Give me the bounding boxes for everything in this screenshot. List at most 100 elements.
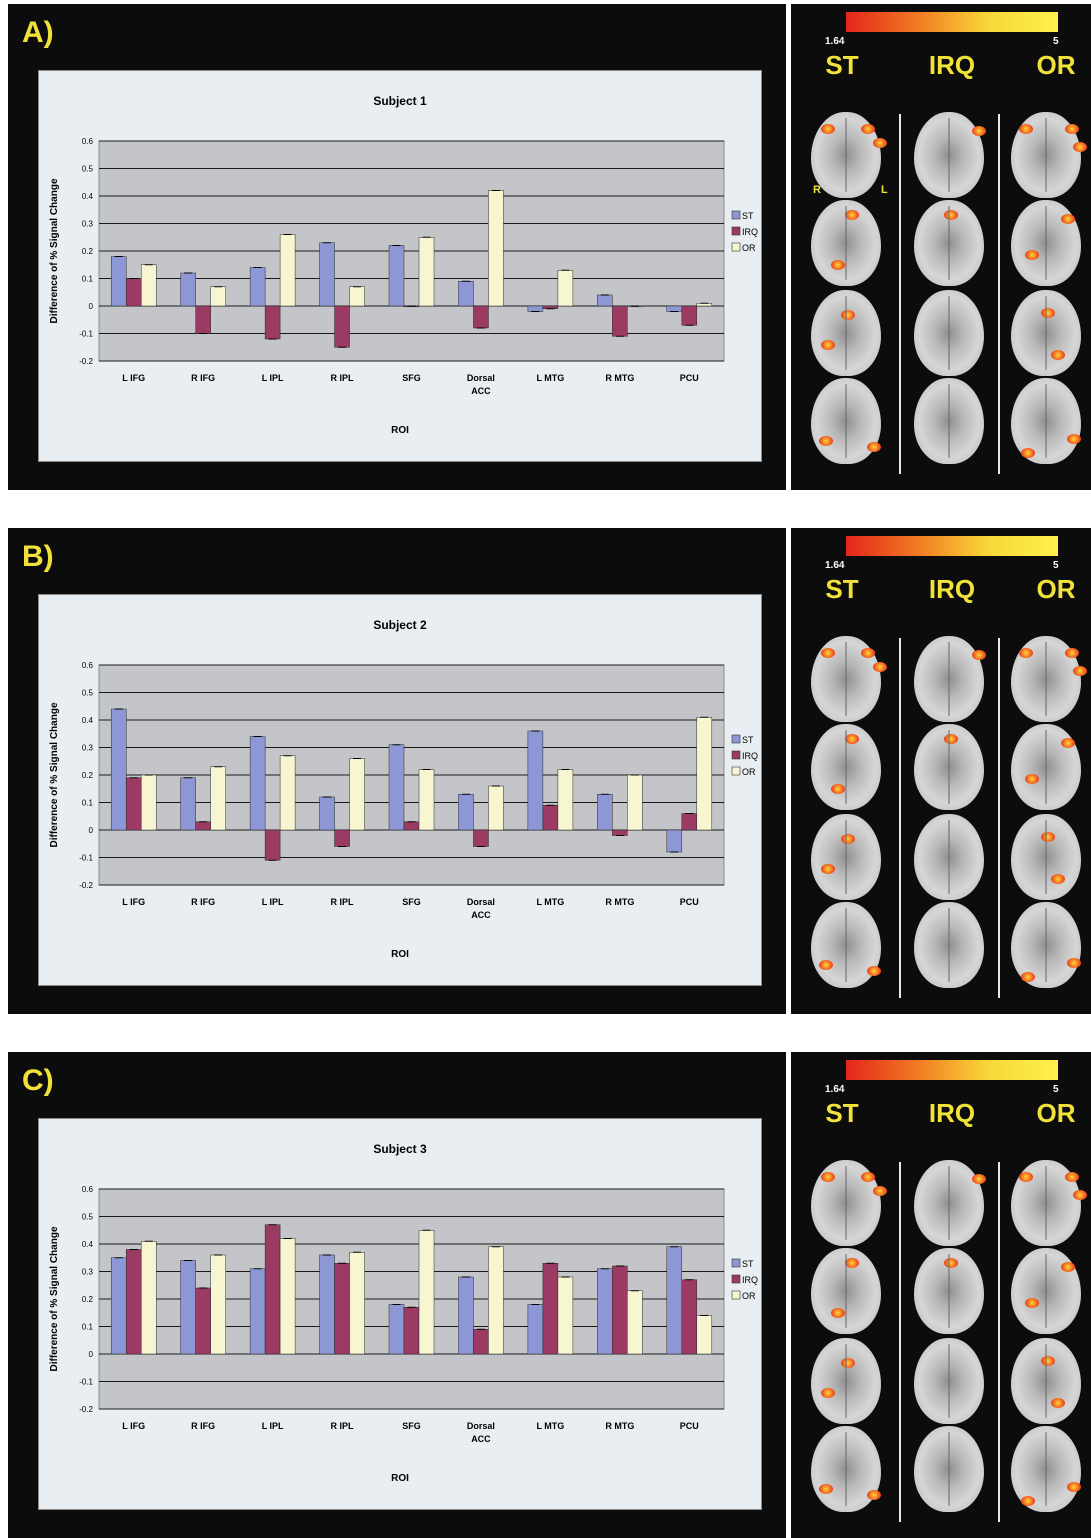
y-tick-label: 0.1 — [82, 799, 94, 808]
bar-irq — [473, 1329, 489, 1355]
activation-blob — [972, 650, 986, 660]
activation-blob — [1021, 1496, 1035, 1506]
bar-irq — [125, 777, 142, 831]
bar-irq — [334, 305, 350, 348]
x-tick-label: PCU — [680, 373, 699, 383]
x-tick-label: L IFG — [122, 897, 145, 907]
brain-slice-image — [811, 814, 881, 900]
bar-or — [696, 1315, 713, 1355]
brain-slice-image — [914, 636, 986, 722]
y-tick-label: 0.3 — [82, 744, 94, 753]
activation-blob — [867, 1490, 881, 1500]
y-tick-label: 0.6 — [82, 137, 94, 146]
y-tick-label: 0.2 — [82, 247, 94, 256]
bar-st — [388, 1304, 405, 1355]
y-tick-label: 0.1 — [82, 275, 94, 284]
column-header-irq: IRQ — [928, 574, 976, 604]
y-tick-label: 0 — [89, 1350, 94, 1359]
activation-blob — [873, 138, 887, 148]
x-tick-label: R IFG — [191, 897, 215, 907]
y-tick-label: 0.4 — [82, 192, 94, 201]
brain-slice-image — [914, 1160, 986, 1246]
activation-blob — [819, 960, 833, 970]
activation-blob — [821, 1172, 835, 1182]
bar-st — [249, 1268, 266, 1355]
x-tick-label: ACC — [471, 910, 491, 920]
bar-st — [458, 794, 474, 831]
legend-swatch — [731, 734, 741, 744]
activation-blob — [1041, 1356, 1055, 1366]
activation-blob — [972, 1174, 986, 1184]
bar-or — [557, 1276, 574, 1355]
activation-blob — [944, 210, 958, 220]
chart-area: -0.2 -0.1 0 0.1 0.2 0.3 0.4 0.5 0.6 Subject 3 Diff… — [38, 1118, 762, 1510]
activation-blob — [1025, 1298, 1039, 1308]
bar-irq — [264, 305, 281, 340]
legend-swatch — [731, 242, 741, 252]
legend-swatch — [731, 210, 741, 220]
bar-or — [418, 1230, 435, 1355]
activation-blob — [1061, 738, 1075, 748]
brain-slice-image — [1011, 378, 1081, 464]
bar-st — [666, 305, 683, 312]
brain-slice-image — [1011, 724, 1081, 810]
bar-st — [319, 242, 335, 307]
scale-min-label: 1.64 — [825, 36, 845, 47]
panel-c: C) -0.2 -0.1 0 0.1 0.2 0.3 0.4 0.5 0.6 Subject 3 D… — [8, 1052, 1091, 1538]
activation-blob — [1025, 774, 1039, 784]
bar-irq — [264, 1224, 281, 1355]
bar-or — [488, 1246, 504, 1355]
activation-blob — [867, 442, 881, 452]
chart-panel: A) -0.2 -0.1 0 0.1 0.2 0.3 0.4 0.5 0.6 Subject 1 D… — [8, 4, 786, 490]
y-tick-label: -0.2 — [79, 1405, 93, 1414]
y-tick-label: 0.4 — [82, 1240, 94, 1249]
x-tick-label: L IFG — [122, 1421, 145, 1431]
bar-or — [418, 237, 435, 307]
y-tick-label: 0.4 — [82, 716, 94, 725]
y-tick-label: 0.5 — [82, 165, 94, 174]
legend-label: IRQ — [742, 1275, 758, 1285]
bar-or — [349, 1252, 365, 1355]
brain-slice-image — [914, 1248, 984, 1334]
y-axis-label: Difference of % Signal Change — [49, 178, 60, 323]
legend-swatch — [731, 1274, 741, 1284]
activation-blob — [873, 1186, 887, 1196]
x-tick-label: SFG — [402, 897, 421, 907]
x-tick-label: R MTG — [605, 373, 634, 383]
bar-irq — [195, 1287, 211, 1355]
activation-blob — [1073, 142, 1087, 152]
column-header-st: ST — [825, 1098, 859, 1128]
legend-label: OR — [742, 767, 756, 777]
bar-st — [597, 294, 613, 307]
y-tick-label: -0.1 — [79, 1378, 93, 1387]
x-tick-label: SFG — [402, 373, 421, 383]
activation-blob — [944, 734, 958, 744]
y-tick-label: 0.5 — [82, 689, 94, 698]
brain-slice-image — [914, 378, 984, 464]
bar-irq — [681, 813, 698, 831]
brain-slice-image — [1011, 1338, 1081, 1424]
bar-st — [388, 744, 405, 831]
activation-blob — [1051, 874, 1065, 884]
brain-slice-image — [1011, 1426, 1081, 1512]
column-header-st: ST — [825, 50, 859, 80]
activation-blob — [861, 124, 875, 134]
activation-blob — [1021, 448, 1035, 458]
orientation-left-label: L — [881, 184, 888, 196]
y-tick-label: 0 — [89, 826, 94, 835]
y-tick-label: -0.2 — [79, 881, 93, 890]
bar-st — [319, 1254, 335, 1355]
bar-chart-subject-2: -0.2 -0.1 0 0.1 0.2 0.3 0.4 0.5 0.6 Subject 2 Diff… — [49, 618, 758, 960]
bar-or — [140, 1241, 157, 1355]
x-tick-label: R IFG — [191, 373, 215, 383]
bar-irq — [681, 305, 698, 326]
y-tick-label: 0.6 — [82, 1185, 94, 1194]
scale-min-label: 1.64 — [825, 1084, 845, 1095]
brain-slice-image — [811, 1160, 887, 1246]
scale-max-label: 5 — [1053, 36, 1059, 47]
bar-irq — [125, 1249, 142, 1355]
chart-panel: C) -0.2 -0.1 0 0.1 0.2 0.3 0.4 0.5 0.6 Subject 3 D… — [8, 1052, 786, 1538]
activation-blob — [1025, 250, 1039, 260]
x-tick-label: Dorsal — [467, 1421, 495, 1431]
x-tick-label: R IPL — [331, 373, 355, 383]
